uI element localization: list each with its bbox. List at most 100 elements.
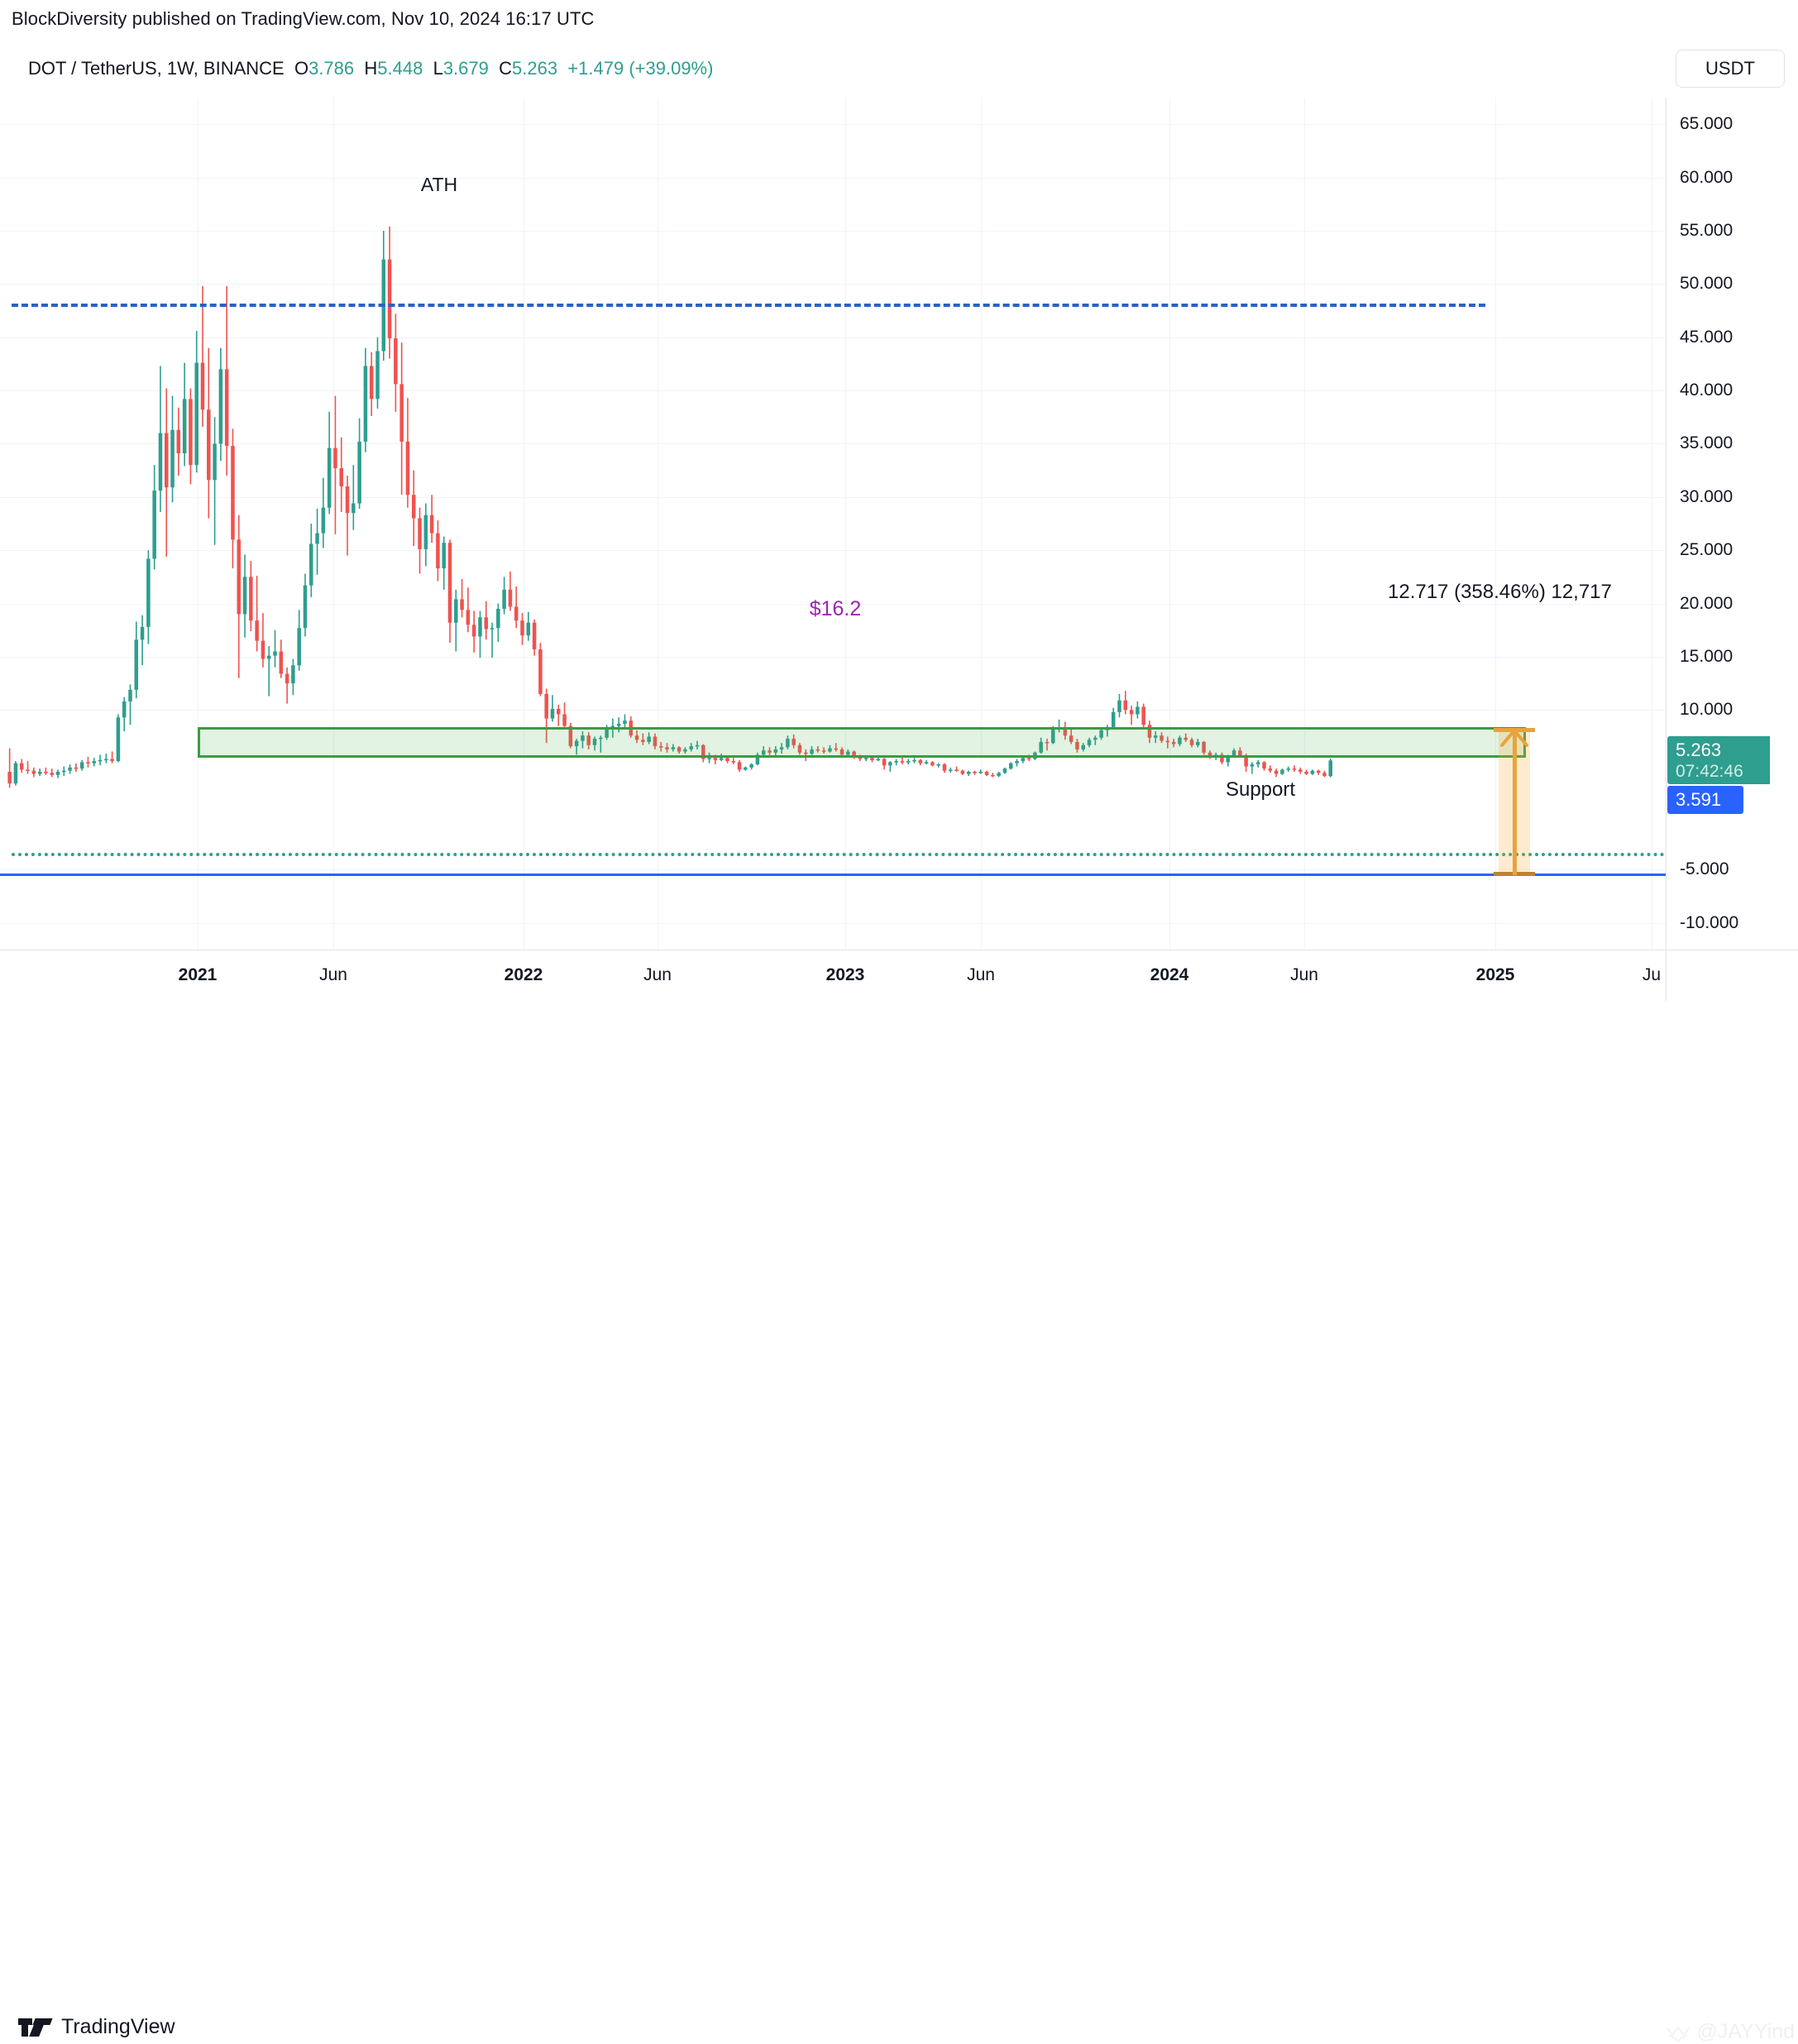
legend-low-key: L <box>433 58 443 79</box>
gridline-horizontal <box>0 922 1666 924</box>
price-axis-tick-label: 25.000 <box>1680 540 1733 560</box>
candle-body <box>918 759 923 764</box>
candle-body <box>568 725 573 747</box>
candle-body <box>1160 735 1164 741</box>
candle-body <box>1039 741 1043 753</box>
candle-body <box>291 665 295 684</box>
candle-body <box>1189 740 1194 745</box>
candle-body <box>261 640 265 659</box>
candle-body <box>538 649 543 694</box>
candle-body <box>1123 700 1128 711</box>
candle-body <box>973 771 977 773</box>
price-axis-tick-label: 30.000 <box>1680 486 1733 506</box>
currency-pill[interactable]: USDT <box>1676 50 1785 88</box>
candle-body <box>1069 735 1074 742</box>
candle-body <box>363 366 368 442</box>
candle-body <box>502 589 506 609</box>
candle-body <box>863 758 868 759</box>
legend-symbol[interactable]: DOT / TetherUS, 1W, BINANCE <box>28 58 285 79</box>
ath-horizontal-line[interactable] <box>12 304 1485 307</box>
gridline-vertical <box>333 98 334 950</box>
candle-body <box>429 515 434 534</box>
tradingview-logo[interactable]: TradingView <box>18 2015 175 2039</box>
candle-body <box>689 746 693 749</box>
candle-body <box>942 764 947 771</box>
candle-body <box>50 773 54 775</box>
candle-body <box>405 441 410 495</box>
price-axis-tick-label: 20.000 <box>1680 593 1733 613</box>
support-horizontal-line[interactable] <box>0 874 1666 876</box>
time-axis-tick-label: Jun <box>643 965 672 984</box>
candle-body <box>1244 755 1248 767</box>
candle-body <box>605 729 609 738</box>
candle-body <box>846 751 850 755</box>
candle-body <box>653 736 658 747</box>
candle-body <box>1063 728 1068 736</box>
candle-body <box>641 740 645 742</box>
price-axis[interactable]: 65.000 60.000 55.000 50.000 45.000 40.000 35.0… <box>1666 98 1798 950</box>
candle-body <box>1286 768 1290 770</box>
candle-body <box>1129 710 1134 715</box>
gridline-horizontal <box>0 710 1666 711</box>
gridline-horizontal <box>0 496 1666 498</box>
candle-body <box>834 748 839 750</box>
legend-close-value: 5.263 <box>512 58 558 79</box>
resistance-zone-rectangle[interactable] <box>198 727 1526 758</box>
candle-body <box>394 337 398 385</box>
candle-body <box>954 769 959 772</box>
candle-body <box>1207 752 1212 757</box>
time-axis-tick-label: Ju <box>1642 965 1662 984</box>
candle-body <box>68 767 72 771</box>
legend-change-absolute: +1.479 <box>567 58 624 79</box>
candle-body <box>1238 750 1242 756</box>
candle-body <box>997 773 1001 777</box>
candle-body <box>599 737 603 740</box>
candle-body <box>176 429 181 454</box>
candle-body <box>231 446 235 540</box>
candle-body <box>327 448 332 508</box>
candle-body <box>839 749 844 755</box>
candle-body <box>797 744 802 753</box>
candle-body <box>526 622 531 636</box>
candle-body <box>936 764 940 766</box>
chart-plot-area[interactable] <box>0 98 1666 950</box>
candle-body <box>333 448 337 469</box>
candle-body <box>912 759 916 762</box>
ath-label: ATH <box>420 174 458 195</box>
candle-body <box>586 735 591 745</box>
candle-body <box>213 443 217 481</box>
candle-body <box>1274 770 1279 774</box>
bar-countdown: 07:42:46 <box>1676 761 1743 781</box>
candle-body <box>1328 760 1333 777</box>
gridline-horizontal <box>0 337 1666 338</box>
candle-body <box>713 758 718 760</box>
candle-body <box>7 771 12 784</box>
candle-body <box>1045 741 1050 744</box>
candle-body <box>779 747 784 749</box>
time-axis[interactable]: 2021 Jun 2022 Jun 2023 Jun 2024 Jun 2025 Ju <box>0 950 1666 1002</box>
gridline-horizontal <box>0 603 1666 605</box>
gridline-horizontal <box>0 656 1666 658</box>
candle-body <box>882 759 887 766</box>
candle-body <box>1202 741 1206 753</box>
legend-open-key: O <box>294 58 309 79</box>
chart-legend[interactable]: DOT / TetherUS, 1W, BINANCE O3.786 H5.44… <box>28 58 713 79</box>
candle-body <box>207 409 211 481</box>
candle-body <box>237 539 241 615</box>
candle-body <box>351 503 356 514</box>
candle-body <box>894 761 898 763</box>
candle-body <box>623 720 627 725</box>
candle-body <box>436 533 440 569</box>
candle-body <box>116 717 121 762</box>
candle-body <box>731 761 736 763</box>
candle-body <box>1081 744 1086 749</box>
candle-body <box>1051 729 1055 744</box>
candle-body <box>460 599 464 610</box>
legend-high-key: H <box>364 58 378 79</box>
candle-body <box>249 577 253 621</box>
candle-body <box>1298 769 1303 772</box>
candle-body <box>1255 762 1260 764</box>
candle-body <box>375 351 380 400</box>
candle-body <box>1153 735 1158 738</box>
candle-body <box>1178 737 1182 744</box>
